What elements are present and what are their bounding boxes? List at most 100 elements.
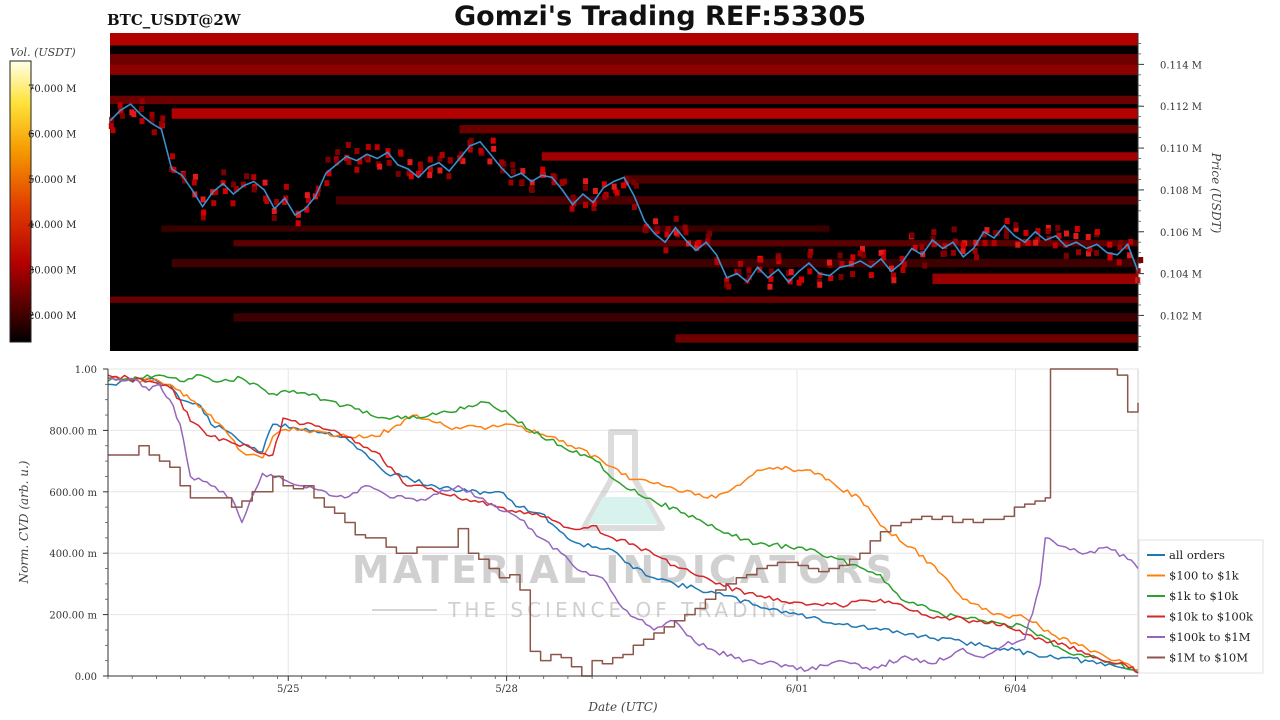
- cvd-x-label: Date (UTC): [587, 700, 657, 714]
- price-tick-label: 0.114 M: [1160, 60, 1202, 71]
- heatmap-cell: [614, 189, 620, 196]
- heatmap-panel: [110, 33, 1138, 351]
- series-line: [107, 377, 1139, 674]
- series-line: [107, 376, 1139, 671]
- heatmap-cell: [385, 151, 391, 158]
- cvd-x-tick-label: 6/01: [786, 684, 808, 695]
- heatmap-cell: [395, 170, 401, 177]
- heatmap-cell: [974, 254, 980, 261]
- price-tick-label: 0.110 M: [1160, 144, 1202, 155]
- heatmap-cell: [354, 148, 360, 155]
- heatmap-cell: [354, 166, 360, 173]
- heatmap-cell: [705, 238, 711, 245]
- heatmap-cell: [264, 197, 270, 204]
- heatmap-cell: [768, 276, 774, 283]
- heatmap-cell: [139, 118, 145, 125]
- heatmap-cell: [881, 249, 887, 256]
- price-tick-label: 0.104 M: [1160, 270, 1202, 281]
- heatmap-cell: [633, 182, 639, 189]
- heatmap-cell: [1116, 259, 1122, 266]
- heatmap-cell: [324, 180, 330, 187]
- heatmap-cell: [891, 277, 897, 284]
- heatmap-cell: [446, 173, 452, 180]
- watermark-tagline: THE SCIENCE OF TRADING: [447, 598, 800, 622]
- heatmap-cell: [192, 173, 198, 180]
- heatmap-cell: [427, 156, 433, 163]
- heatmap-cell: [828, 275, 834, 282]
- heatmap-cell: [631, 179, 637, 186]
- legend-label: $1k to $10k: [1169, 589, 1239, 603]
- heatmap-cell: [850, 271, 856, 278]
- heatmap-cell: [1025, 239, 1031, 246]
- heatmap-cell: [694, 244, 700, 251]
- heatmap-band: [110, 296, 1138, 303]
- heatmap-cell: [510, 161, 516, 168]
- series-line: [107, 374, 1139, 674]
- heatmap-cell: [817, 281, 823, 288]
- colorbar-tick-label: 30.000 M: [28, 265, 76, 276]
- legend-label: $100k to $1M: [1169, 630, 1251, 644]
- heatmap-cell: [529, 179, 535, 186]
- heatmap-cell: [583, 201, 589, 208]
- heatmap-cell: [973, 239, 979, 246]
- heatmap-cell: [520, 168, 526, 175]
- cvd-y-tick-label: 0.00: [75, 672, 97, 683]
- heatmap-cell: [878, 249, 884, 256]
- heatmap-cell: [274, 199, 280, 206]
- cvd-y-tick-label: 800.00 m: [49, 426, 97, 437]
- heatmap-cell: [160, 115, 166, 122]
- heatmap-cell: [447, 157, 453, 164]
- heatmap-cell: [333, 156, 339, 163]
- heatmap-cell: [1117, 244, 1123, 251]
- colorbar-tick-label: 70.000 M: [28, 84, 76, 95]
- heatmap-cell: [861, 252, 867, 259]
- heatmap-cell: [654, 225, 660, 232]
- heatmap-cell: [233, 185, 239, 192]
- heatmap-cell: [251, 186, 257, 193]
- heatmap-cell: [1033, 239, 1039, 246]
- heatmap-band: [932, 273, 1138, 285]
- heatmap-cell: [737, 260, 743, 267]
- heatmap-cell: [201, 209, 207, 216]
- heatmap-cell: [912, 244, 918, 251]
- heatmap-cell: [826, 259, 832, 266]
- heatmap-cell: [315, 190, 321, 197]
- heatmap-cell: [468, 137, 474, 144]
- heatmap-cell: [788, 269, 794, 276]
- cvd-y-tick-label: 1.00: [75, 365, 97, 376]
- heatmap-cell: [374, 144, 380, 151]
- heatmap-cell: [899, 255, 905, 262]
- heatmap-cell: [408, 173, 414, 180]
- heatmap-cell: [972, 247, 978, 254]
- heatmap-cell: [510, 168, 516, 175]
- heatmap-cell: [417, 161, 423, 168]
- heatmap-cell: [271, 214, 277, 221]
- series-line: [107, 374, 1139, 674]
- heatmap-cell: [1093, 249, 1099, 256]
- heatmap-cell: [601, 181, 607, 188]
- heatmap-cell: [550, 173, 556, 180]
- heatmap-cell: [611, 183, 617, 190]
- heatmap-cell: [427, 166, 433, 173]
- heatmap-cell: [231, 181, 237, 188]
- colorbar-tick-label: 50.000 M: [28, 175, 76, 186]
- heatmap-cell: [767, 283, 773, 290]
- heatmap-cell: [714, 258, 720, 265]
- heatmap-cell: [158, 121, 164, 128]
- heatmap-cell: [1107, 254, 1113, 261]
- heatmap-cell: [569, 205, 575, 212]
- heatmap-cell: [982, 239, 988, 246]
- heatmap-cell: [570, 194, 576, 201]
- heatmap-cell: [508, 179, 514, 186]
- heatmap-cell: [345, 141, 351, 148]
- legend-label: all orders: [1169, 548, 1225, 562]
- price-axis-ticks: 0.114 M 0.112 M 0.110 M 0.108 M 0.106 M 0.104…: [1138, 43, 1202, 348]
- heatmap-cell: [519, 179, 525, 186]
- heatmap-cell: [816, 278, 822, 285]
- heatmap-cell: [559, 179, 565, 186]
- heatmap-cell: [240, 181, 246, 188]
- heatmap-band: [336, 196, 1138, 205]
- heatmap-cell: [673, 215, 679, 222]
- heatmap-cell: [437, 155, 443, 162]
